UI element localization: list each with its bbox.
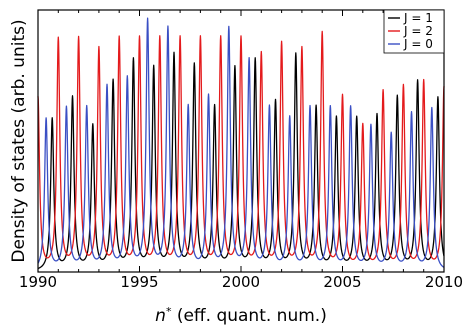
y-axis-label: Density of states (arb. units) <box>9 19 29 262</box>
plot-frame <box>37 9 445 273</box>
x-tick-label: 1995 <box>120 273 158 291</box>
x-axis-label-description: (eff. quant. num.) <box>171 306 326 326</box>
x-axis-label: n* (eff. quant. num.) <box>155 305 327 326</box>
tick-group: 1990 1995 2000 2005 2010 <box>19 10 463 291</box>
series-line-j-0 <box>37 17 445 268</box>
series-group <box>37 17 445 270</box>
legend-label: J = 1 <box>403 11 433 25</box>
legend-label: J = 0 <box>403 37 433 51</box>
x-tick-label: 2000 <box>222 273 260 291</box>
x-tick-label: 2010 <box>425 273 463 291</box>
legend-label: J = 2 <box>403 24 433 38</box>
x-axis-label-symbol: n <box>155 306 166 326</box>
series-line-j-1 <box>37 51 445 270</box>
x-tick-label: 1990 <box>19 273 57 291</box>
x-tick-label: 2005 <box>323 273 361 291</box>
x-axis-label-superscript: * <box>166 305 172 318</box>
legend: J = 1J = 2J = 0 <box>383 9 445 54</box>
